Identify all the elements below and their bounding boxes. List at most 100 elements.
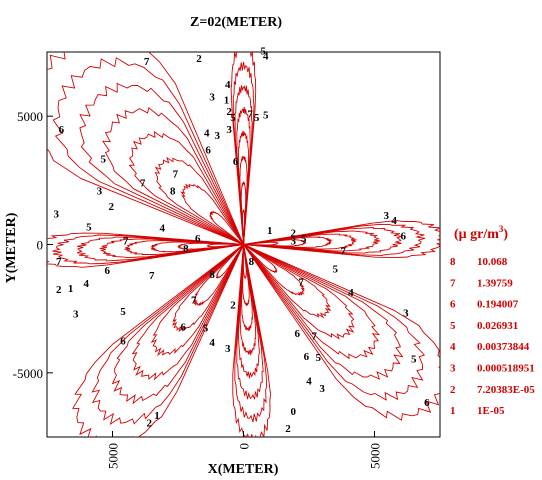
y-tick-label: 0 [37,238,44,253]
contour-label: 7 [56,256,62,268]
contour-label: 7 [140,178,146,190]
contour-label: 5 [254,112,260,124]
contour-label: 8 [170,185,176,197]
contour-label: 6 [105,265,111,277]
contour-label: 5 [315,352,321,364]
contour-line-west-level-5 [124,240,244,255]
contour-label: 4 [204,128,210,140]
contour-line-north-west-level-4 [102,106,245,246]
legend-level-value: 1E-05 [477,405,505,417]
contour-label: 5 [101,153,107,165]
contour-line-south-west-level-3 [111,244,244,405]
contour-label: 3 [291,235,297,247]
contour-label: 7 [144,56,150,68]
contour-label: 6 [120,336,126,348]
contour-label: 7 [340,246,346,258]
legend: 8 10.068 7 1.39759 6 0.194007 5 0.026931 4 0.0037… [450,256,535,417]
contour-label: 3 [384,210,390,222]
contour-label: 2 [196,53,202,65]
contour-label: 0 [291,406,297,418]
legend-level-number: 4 [450,341,456,353]
contour-label: 4 [225,79,231,91]
contour-label: 6 [401,230,407,242]
contour-label: 8 [183,243,189,255]
contour-label: 5 [260,46,266,58]
contour-line-west-level-8 [206,243,244,248]
legend-level-value: 0.194007 [477,299,519,311]
contour-label: 3 [226,124,232,136]
contour-label: 6 [304,351,310,363]
contour-line-north-west-level-1 [47,52,245,246]
contour-line-north-west-level-5 [128,130,245,246]
contour-label: 6 [59,124,65,136]
legend-level-value: 10.068 [477,256,508,268]
contour-line-east-level-1 [243,220,440,259]
contour-label: 7 [311,330,317,342]
contour-label: 3 [53,209,59,221]
contour-line-west-level-1 [47,232,244,268]
contour-line-east-level-4 [243,230,381,252]
legend-title-prefix: (μ gr/m [454,227,499,242]
contour-line-west-level-7 [177,242,244,250]
contour-line-south-west-level-1 [72,243,245,437]
contour-label: 2 [230,300,236,312]
contour-line-south-west-level-2 [91,243,245,426]
contour-line-north-level-3 [234,85,253,245]
contour-label: 8 [249,256,255,268]
contour-line-south-east-level-7 [243,244,305,296]
x-tick-label: 0 [237,443,252,450]
contour-line-south-level-4 [238,244,260,379]
contour-label: 4 [348,287,354,299]
contour-label: 1 [154,410,160,422]
y-tick-label: -5000 [13,366,43,381]
contour-label: 2 [291,228,297,240]
contour-label: 7 [247,108,253,120]
contour-line-south-east-level-8 [243,244,278,274]
contour-line-south-level-1 [232,244,271,437]
contour-line-south-west-level-4 [131,244,244,381]
contour-label: 4 [306,375,312,387]
contour-label: 6 [180,321,186,333]
contour-line-south-level-3 [236,244,264,400]
contour-line-east-level-6 [243,236,333,248]
contour-label: 7 [149,270,155,282]
contour-label: 6 [233,156,239,168]
contour-line-west-level-3 [76,236,244,262]
y-axis-label: Y(METER) [4,212,19,283]
contour-line-south-level-8 [242,244,247,279]
legend-level-value: 1.39759 [477,277,513,289]
legend-level-number: 3 [450,363,456,375]
contour-label: 2 [226,106,232,118]
contour-line-east-level-7 [243,239,307,247]
contour-label: 7 [123,235,129,247]
legend-level-value: 0.00373844 [477,341,530,353]
contour-label: 3 [319,383,325,395]
contour-label: 4 [209,337,215,349]
contour-label: 7 [191,295,197,307]
contour-line-south-east-level-2 [242,243,426,401]
contour-label: 6 [205,144,211,156]
contour-label: 6 [195,233,201,245]
contour-line-north-west-level-3 [79,82,245,246]
contour-label: 2 [146,418,152,430]
contour-line-north-level-6 [239,156,248,245]
contour-label: 6 [294,328,300,340]
contour-label: 8 [209,269,215,281]
chart-title: Z=02(METER) [190,15,282,30]
contour-line-west-level-2 [52,234,244,265]
contour-label: 7 [173,169,179,181]
contour-line-west-level-6 [151,241,244,253]
contour-line-south-level-7 [242,244,250,306]
contour-line-south-east-level-5 [243,244,355,340]
legend-title: (μ gr/m3) [454,224,508,242]
contour-line-south-west-level-5 [150,244,244,357]
contour-line-north-west-level-6 [154,156,244,245]
contour-label: 5 [263,110,269,122]
legend-level-number: 5 [450,320,456,332]
contour-label: 5 [301,233,307,245]
contour-line-north-level-1 [230,52,257,245]
x-tick-label: 5000 [106,443,121,469]
contour-label: 2 [108,201,114,213]
contour-line-south-east-level-6 [243,244,332,319]
